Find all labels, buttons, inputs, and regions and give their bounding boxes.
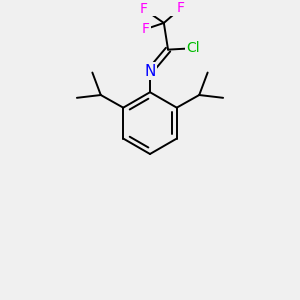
Text: F: F [140, 2, 148, 16]
Text: F: F [177, 2, 185, 15]
Text: Cl: Cl [187, 41, 200, 55]
Text: N: N [144, 64, 156, 79]
Text: F: F [142, 22, 150, 36]
